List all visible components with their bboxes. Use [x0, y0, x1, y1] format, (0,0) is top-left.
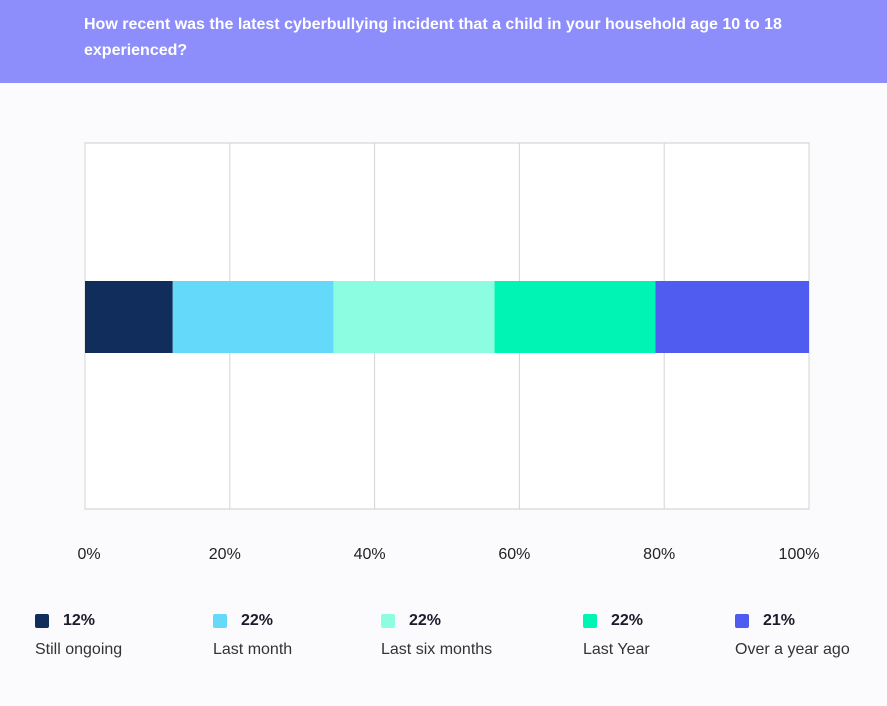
bar-segment-over-a-year-ago — [655, 281, 809, 353]
bar-segment-last-year — [494, 281, 656, 353]
legend-label: Still ongoing — [35, 641, 123, 658]
legend-label: Last six months — [381, 641, 493, 658]
legend-swatch — [35, 614, 49, 628]
legend-value: 22% — [409, 612, 442, 629]
header-banner: How recent was the latest cyberbullying … — [0, 0, 887, 83]
x-tick-label: 100% — [778, 546, 820, 563]
legend-swatch — [583, 614, 597, 628]
bar-segment-still-ongoing — [85, 281, 173, 353]
chart-title: How recent was the latest cyberbullying … — [84, 16, 782, 59]
legend-swatch — [381, 614, 395, 628]
legend-value: 22% — [611, 612, 644, 629]
x-tick-label: 80% — [643, 546, 676, 563]
legend-swatch — [735, 614, 749, 628]
legend-swatch — [213, 614, 227, 628]
legend-label: Last Year — [583, 641, 650, 658]
x-tick-label: 40% — [353, 546, 386, 563]
legend-label: Last month — [213, 641, 293, 658]
x-tick-label: 0% — [77, 546, 101, 563]
x-tick-label: 20% — [208, 546, 241, 563]
x-tick-label: 60% — [498, 546, 531, 563]
legend-value: 22% — [241, 612, 274, 629]
bar-segment-last-month — [172, 281, 334, 353]
bar-segment-last-six-months — [333, 281, 495, 353]
legend-value: 12% — [63, 612, 96, 629]
legend-value: 21% — [763, 612, 796, 629]
legend-label: Over a year ago — [735, 641, 850, 658]
